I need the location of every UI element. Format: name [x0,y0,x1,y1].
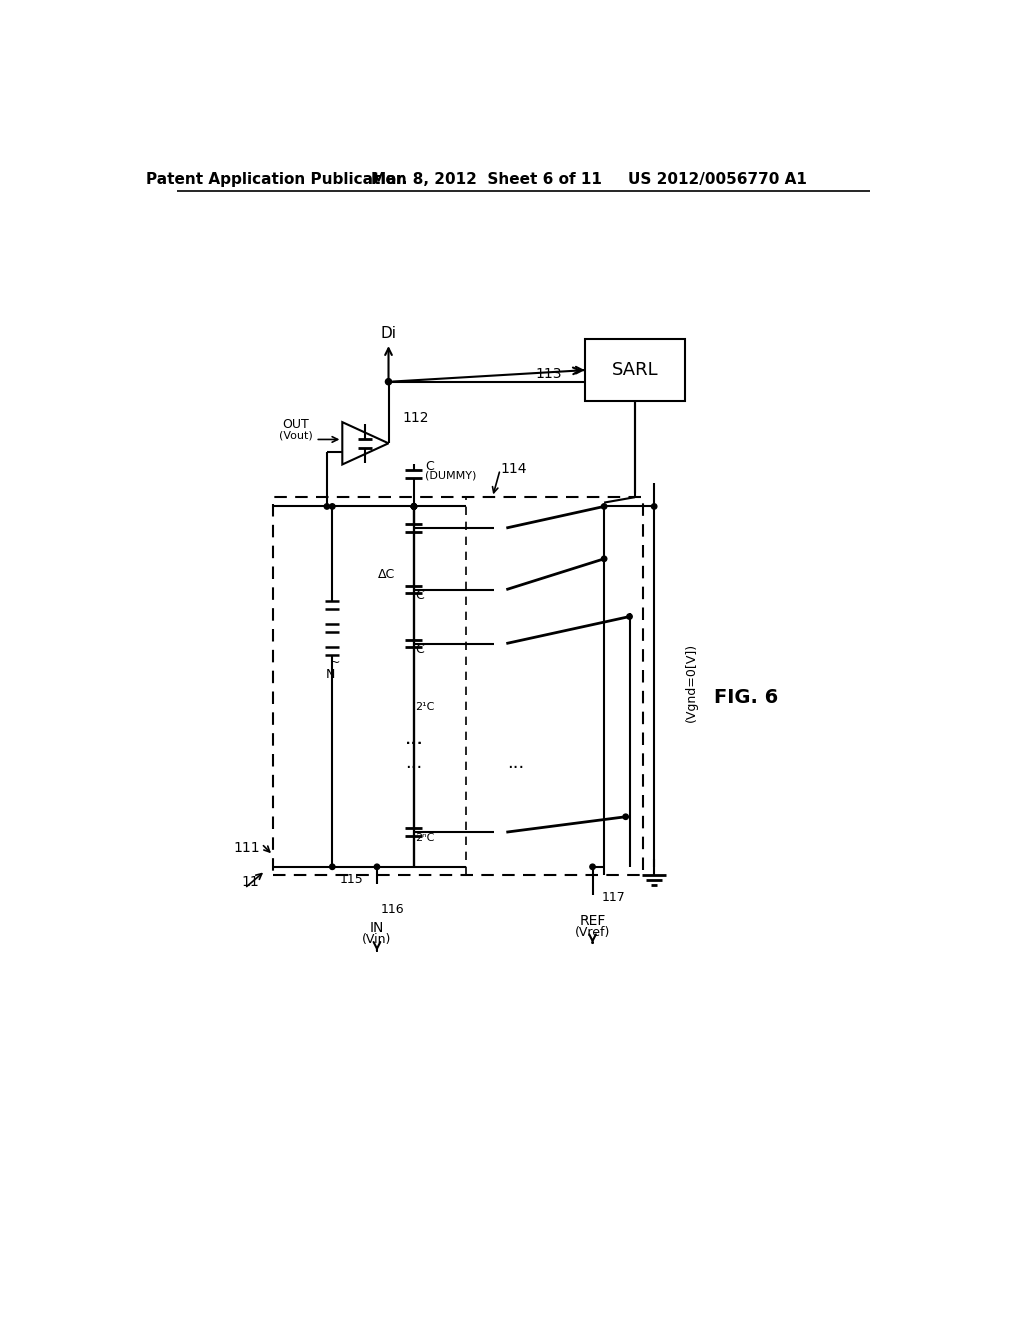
Text: 114: 114 [500,462,526,477]
Text: 2ⁿC: 2ⁿC [416,833,435,843]
Text: ...: ... [406,754,423,772]
Circle shape [325,504,330,510]
Text: FIG. 6: FIG. 6 [715,688,778,708]
Text: C: C [416,643,424,656]
Text: ...: ... [404,729,423,747]
Text: (Vref): (Vref) [574,925,610,939]
Text: C: C [425,459,434,473]
Text: ~: ~ [330,656,340,669]
Text: 115: 115 [339,874,364,887]
Circle shape [374,865,380,870]
Text: ...: ... [507,754,524,772]
Circle shape [412,504,417,510]
Circle shape [330,504,335,510]
Circle shape [601,504,607,510]
Text: ΔC: ΔC [378,568,395,581]
Text: 112: 112 [402,412,429,425]
Text: 11: 11 [241,875,259,890]
Circle shape [412,504,417,510]
Circle shape [651,504,656,510]
Text: 113: 113 [536,367,562,381]
Circle shape [412,504,417,510]
Text: REF: REF [580,913,606,928]
Text: Patent Application Publication: Patent Application Publication [146,172,408,186]
Text: 116: 116 [381,903,404,916]
Text: OUT: OUT [283,417,309,430]
Circle shape [412,504,417,510]
Text: 111: 111 [233,841,260,854]
Text: SARL: SARL [611,362,658,379]
Text: Di: Di [381,326,396,342]
Text: (Vout): (Vout) [280,430,313,441]
Circle shape [330,865,335,870]
Circle shape [412,504,417,510]
Circle shape [627,614,632,619]
Text: ...: ... [404,729,423,747]
Text: (Vin): (Vin) [362,933,391,946]
Text: (Vgnd=0[V]): (Vgnd=0[V]) [685,643,698,722]
Text: Mar. 8, 2012  Sheet 6 of 11: Mar. 8, 2012 Sheet 6 of 11 [371,172,602,186]
Text: N: N [326,668,336,681]
Text: IN: IN [370,921,384,936]
Text: 117: 117 [602,891,626,904]
Text: C: C [416,589,424,602]
Bar [273,498,643,875]
Circle shape [623,814,629,820]
Circle shape [590,865,595,870]
Text: US 2012/0056770 A1: US 2012/0056770 A1 [628,172,807,186]
Bar [585,339,685,401]
Circle shape [601,556,607,561]
Text: 2¹C: 2¹C [416,702,435,713]
Text: (DUMMY): (DUMMY) [425,471,477,480]
Circle shape [385,379,391,385]
